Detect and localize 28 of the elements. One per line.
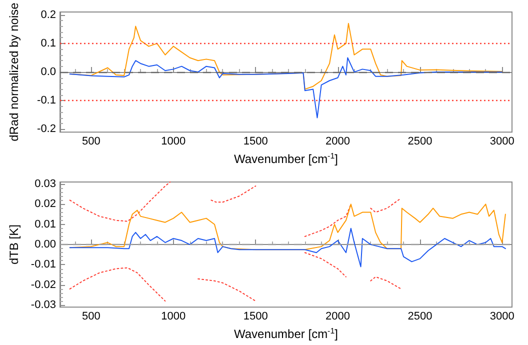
x-tick-label: 2500 (408, 310, 432, 323)
x-tick-label: 3000 (490, 136, 514, 148)
y-tick-label: 0.2 (40, 8, 56, 21)
x-tick-label: 1000 (161, 310, 186, 323)
y-axis-title: dRad normalized by noise (7, 2, 21, 142)
y-tick-label: 0.02 (34, 198, 56, 210)
x-tick-label: 500 (82, 136, 100, 148)
x-tick-label: 1000 (161, 136, 186, 148)
y-tick-label: 0.1 (40, 37, 56, 50)
y-tick-label: -0.03 (30, 299, 56, 312)
y-tick-label: 0.0 (40, 66, 56, 78)
line-series (69, 228, 506, 268)
x-tick-label: 500 (82, 310, 100, 323)
y-tick-label: -0.02 (30, 278, 56, 291)
x-tick-label: 1500 (243, 136, 268, 148)
y-tick-label: 0.03 (34, 178, 56, 190)
y-tick-label: -0.1 (37, 94, 56, 107)
x-tick-label: 3000 (490, 310, 514, 323)
y-tick-label: 0.01 (34, 218, 56, 230)
y-tick-label: 0.00 (34, 238, 56, 251)
x-tick-label: 2000 (326, 136, 350, 148)
y-tick-label: -0.2 (37, 123, 56, 136)
y-axis-title: dTB [K] (7, 224, 21, 265)
y-tick-label: -0.01 (30, 258, 56, 271)
x-tick-label: 2500 (408, 136, 432, 148)
line-series (69, 57, 503, 118)
x-tick-label: 2000 (326, 310, 350, 323)
x-tick-label: 1500 (243, 310, 268, 323)
